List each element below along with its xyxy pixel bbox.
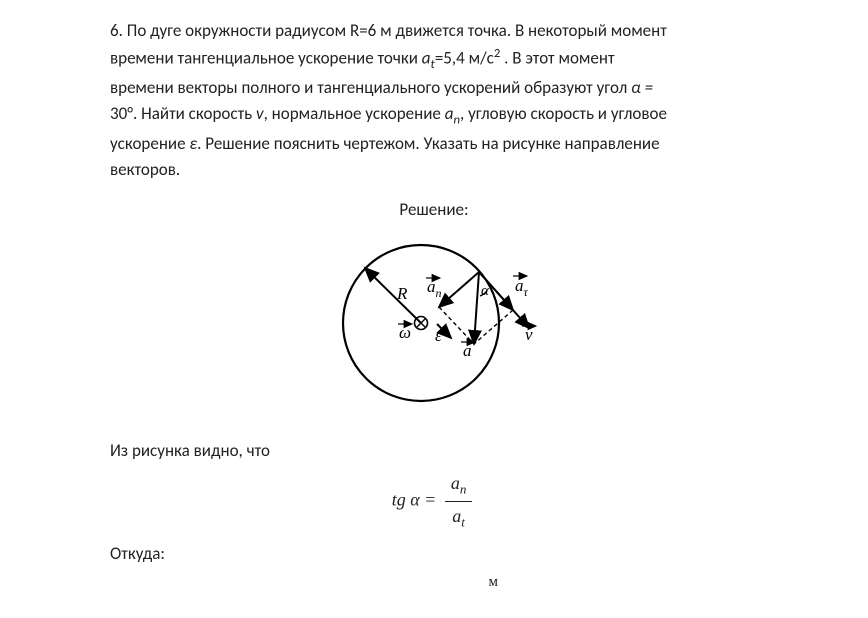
label-an: an	[427, 277, 442, 300]
label-eps: ε	[435, 326, 442, 345]
partial-next-formula: м	[110, 571, 758, 594]
text: , угловую скорость и угловое	[460, 103, 667, 124]
var-at: a	[422, 48, 431, 69]
formula-tg-alpha: tg α = an at	[110, 470, 758, 532]
problem-statement: 6. По дуге окружности радиусом R=6 м дви…	[110, 18, 758, 183]
text: . Решение пояснить чертежом. Указать на …	[197, 133, 659, 154]
text: . В этот момент	[500, 48, 614, 69]
problem-number: 6.	[110, 20, 123, 41]
num-sub: n	[460, 482, 466, 497]
text: времени векторы полного и тангенциальног…	[110, 77, 631, 98]
after-figure-text: Из рисунка видно, что	[110, 438, 758, 464]
label-v: v	[525, 325, 533, 344]
solution-heading: Решение:	[110, 197, 758, 223]
dash-line	[439, 307, 474, 344]
text: векторов.	[110, 159, 180, 180]
text: ускорение	[110, 133, 189, 154]
fraction-num: an	[445, 470, 472, 502]
text: , нормальное ускорение	[264, 103, 445, 124]
label-R: R	[396, 284, 408, 303]
formula-lhs: tg α =	[392, 490, 437, 510]
fraction-den: at	[445, 502, 472, 533]
label-at: aτ	[515, 276, 529, 299]
a-vector	[474, 272, 479, 344]
fraction: an at	[445, 470, 472, 532]
dash-line	[474, 310, 513, 344]
text: По дуге окружности радиусом R=6 м движет…	[127, 20, 667, 41]
text: 30°.	[110, 103, 141, 124]
label-alpha: α	[481, 283, 490, 299]
unit-m: м	[489, 574, 499, 590]
den-var: a	[452, 506, 461, 526]
text: Найти скорость	[141, 103, 256, 124]
whence-text: Откуда:	[110, 541, 758, 567]
solution-label: Решение:	[399, 199, 468, 220]
text: времени тангенциальное ускорение точки	[110, 48, 422, 69]
circle-diagram: R an ω ε a α aτ v	[329, 234, 539, 412]
an-vector	[439, 272, 479, 307]
radius-line	[365, 268, 421, 323]
figure-container: R an ω ε a α aτ v	[110, 234, 758, 420]
label-omega: ω	[399, 323, 411, 342]
den-sub: t	[461, 515, 465, 530]
num-var: a	[451, 473, 460, 493]
var-v: v	[256, 103, 264, 124]
var-alpha: α =	[631, 77, 653, 98]
label-a: a	[463, 341, 472, 360]
text: =5,4 м/с	[435, 48, 494, 69]
var-eps: ε	[189, 133, 197, 154]
